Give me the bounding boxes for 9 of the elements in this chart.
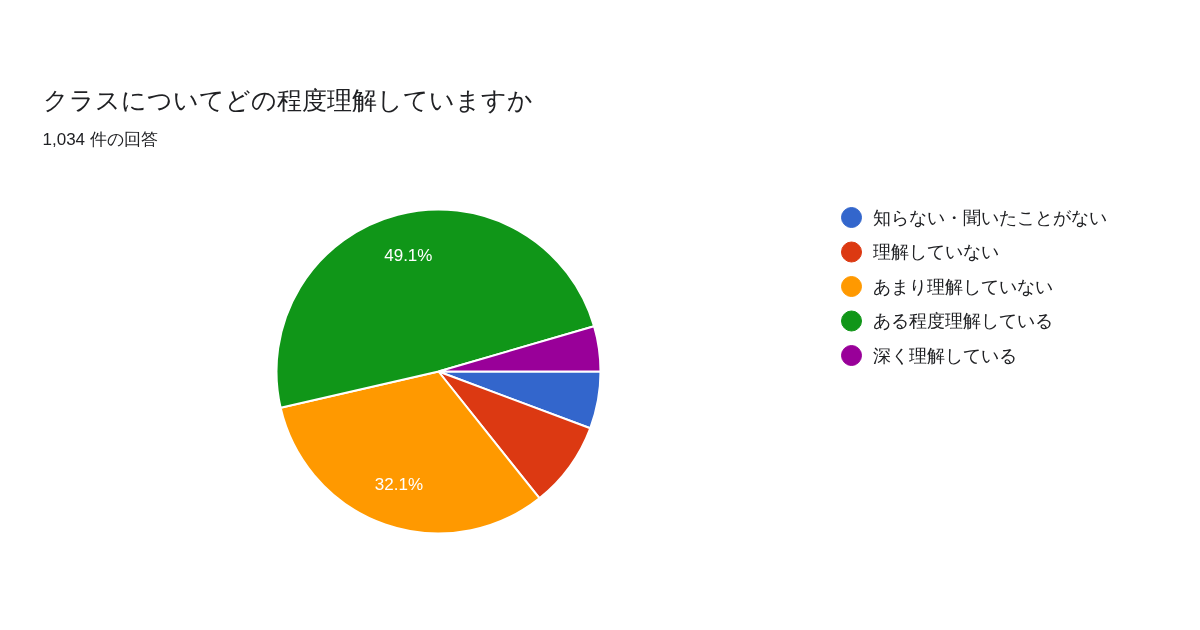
text: 1,034 件の回答 [42,130,158,149]
legend-label: ある程度理解している [872,311,1053,331]
legend-label: あまり理解していない [872,276,1053,297]
legend-label: 深く理解している [872,345,1017,366]
data-label: 32.1% [374,475,424,495]
data-label: 49.1% [384,245,433,265]
chart-title: クラスについてどの程度理解していますか [42,85,533,114]
legend-label: 知らない・聞いたことがない [872,207,1107,228]
legend-label: 理解していない [872,242,999,262]
